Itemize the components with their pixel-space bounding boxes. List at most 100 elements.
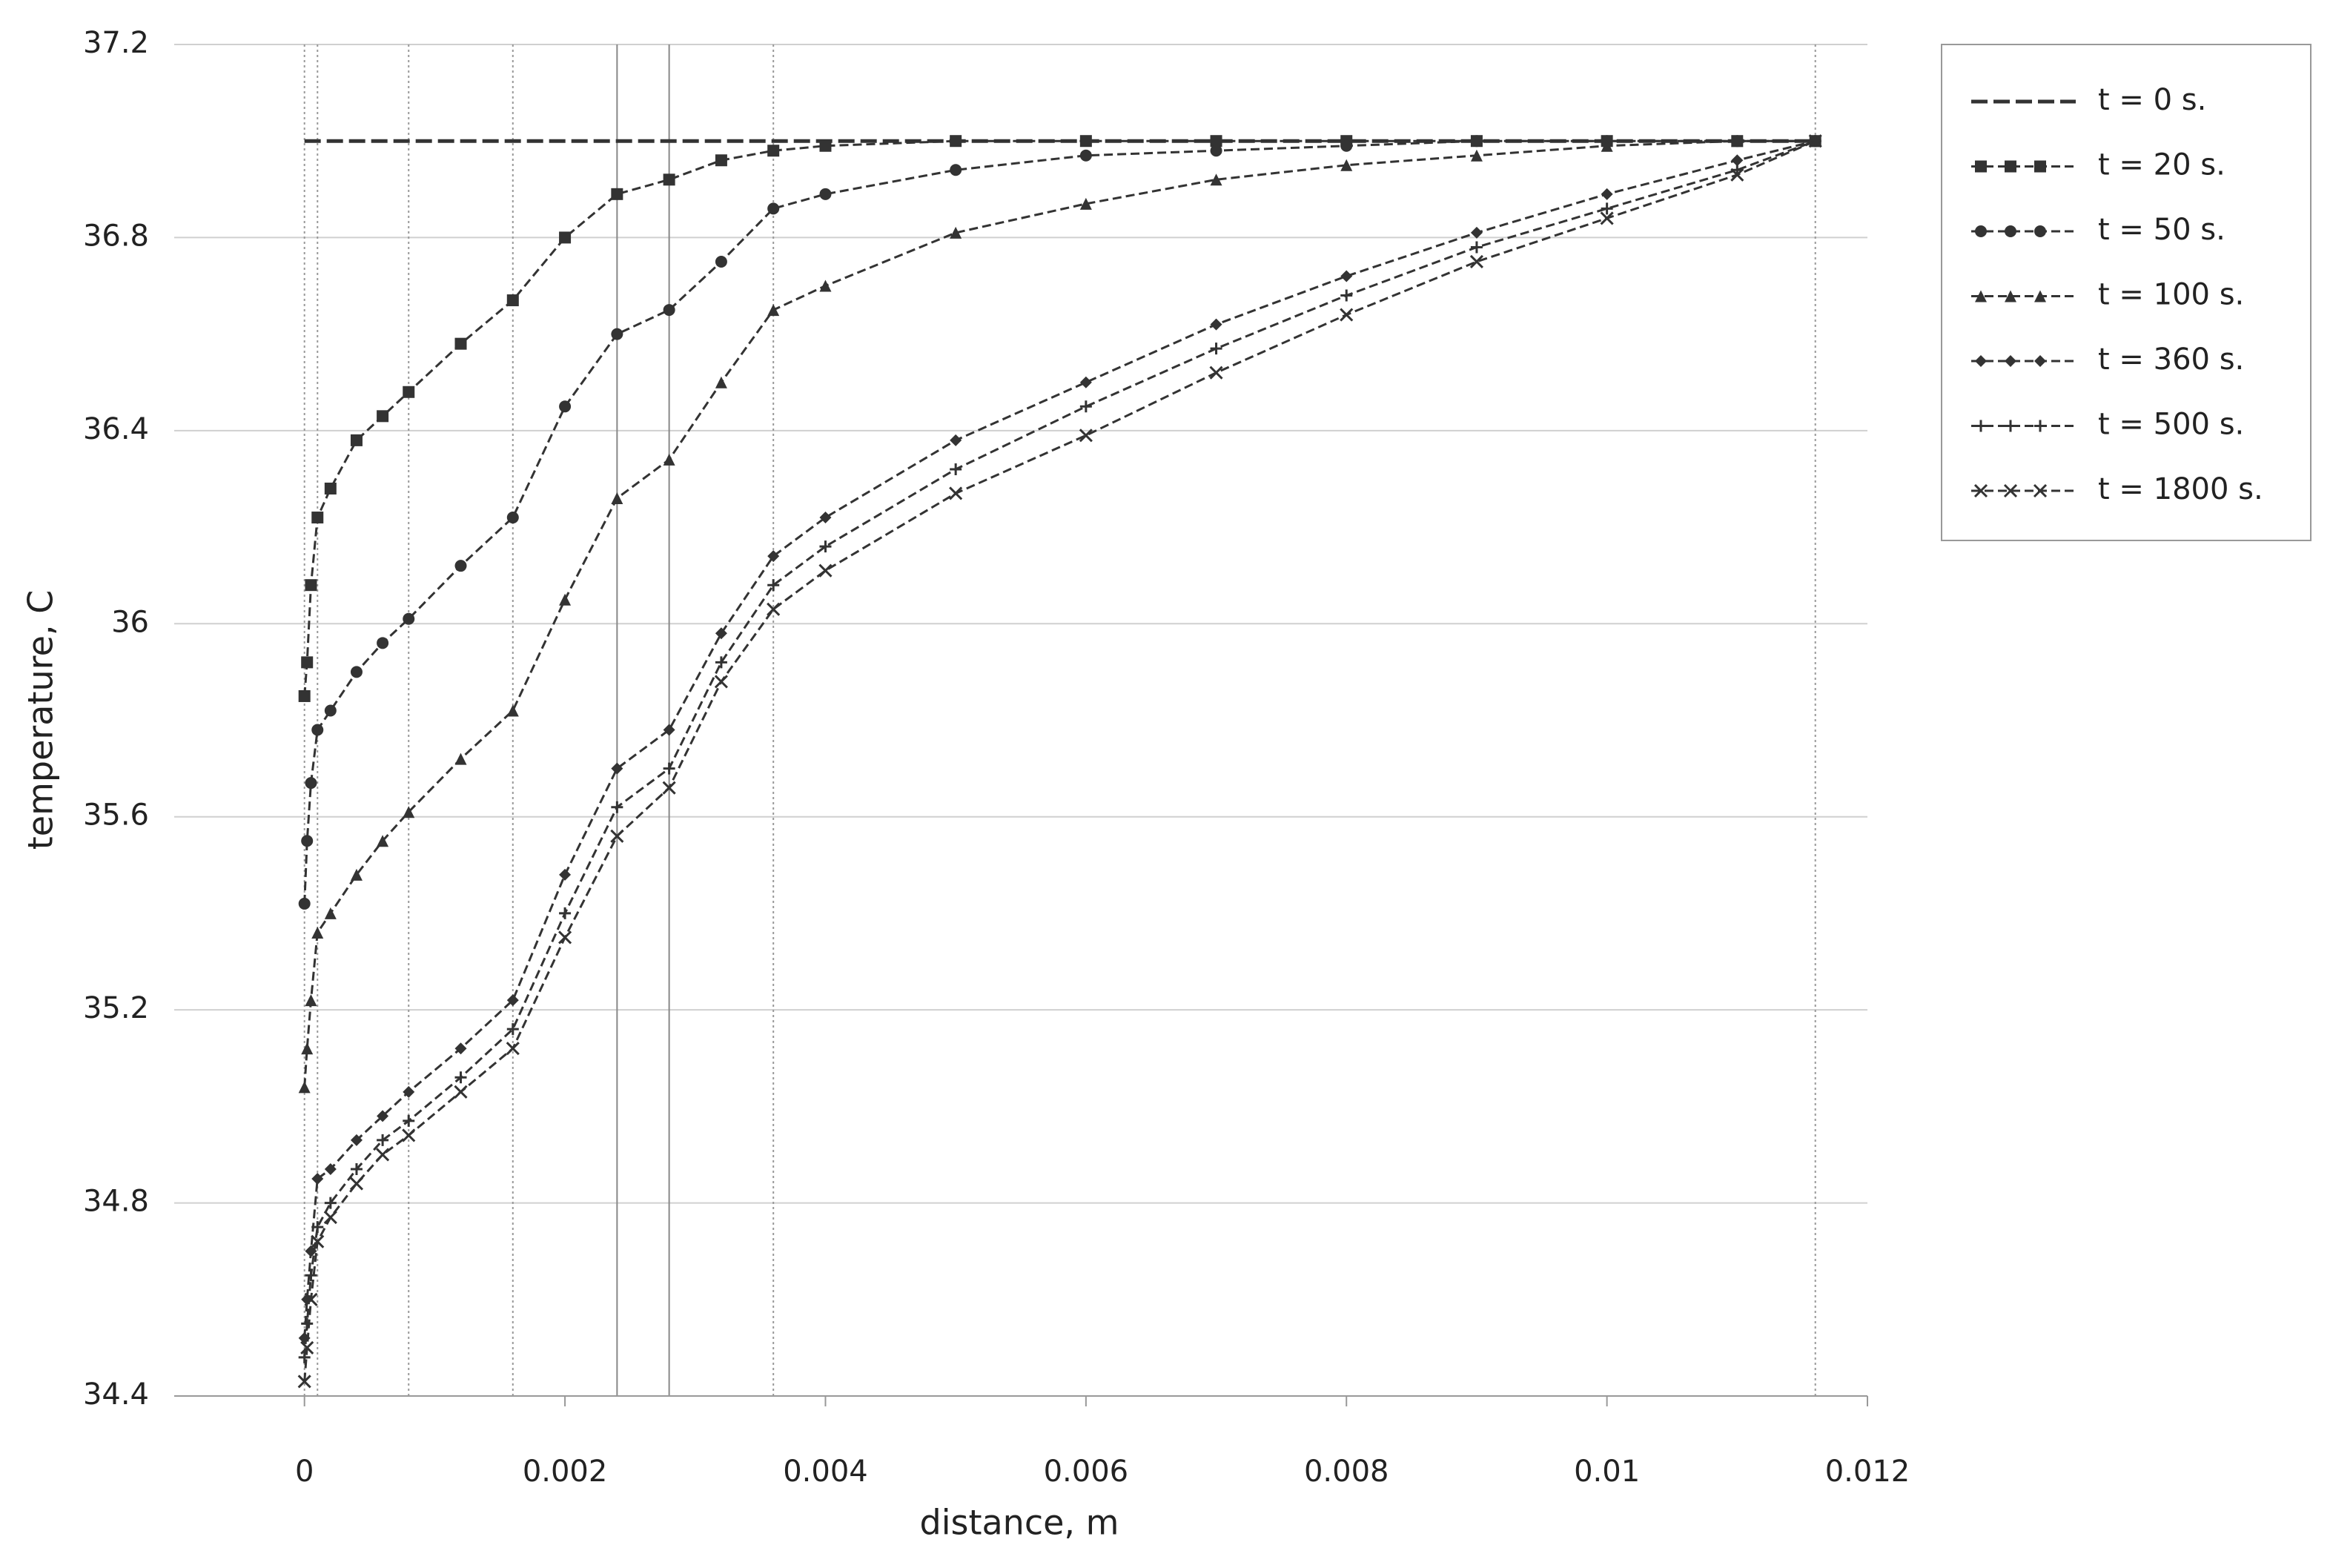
marker	[1975, 355, 1987, 367]
marker	[403, 1085, 415, 1098]
marker	[819, 540, 832, 553]
marker	[377, 835, 389, 847]
x-tick-label: 0	[295, 1455, 314, 1489]
marker	[300, 1340, 314, 1354]
marker	[297, 1375, 311, 1389]
marker	[1210, 173, 1222, 186]
marker	[949, 486, 963, 500]
marker	[715, 656, 727, 669]
marker	[559, 907, 572, 919]
marker	[663, 304, 675, 317]
marker	[663, 453, 675, 466]
marker	[715, 255, 727, 268]
marker	[819, 512, 832, 524]
marker	[1079, 135, 1092, 148]
marker	[402, 1128, 416, 1142]
marker	[1601, 139, 1613, 152]
marker	[611, 492, 623, 505]
marker	[506, 512, 519, 524]
marker	[1210, 135, 1222, 148]
x-tick-label: 0.006	[1044, 1455, 1129, 1489]
marker	[819, 188, 832, 200]
marker	[2034, 160, 2046, 173]
marker	[377, 1110, 389, 1122]
marker	[1079, 400, 1092, 413]
marker	[311, 1221, 324, 1234]
marker	[324, 1162, 337, 1175]
marker	[454, 560, 467, 572]
x-tick-label: 0.01	[1574, 1455, 1640, 1489]
marker	[324, 907, 337, 919]
marker	[1079, 429, 1093, 443]
y-tick-label: 36	[111, 605, 149, 639]
series-line	[303, 139, 1816, 1358]
marker	[950, 434, 962, 446]
marker	[2034, 355, 2046, 367]
marker	[767, 602, 781, 616]
marker	[2005, 290, 2016, 302]
marker	[663, 724, 675, 736]
marker	[298, 1351, 311, 1363]
marker	[558, 930, 572, 945]
marker	[311, 512, 324, 524]
marker	[1600, 211, 1614, 225]
marker	[301, 835, 314, 847]
legend-label: t = 20 s.	[2098, 148, 2226, 182]
y-tick-label: 35.6	[83, 798, 149, 833]
marker	[506, 994, 519, 1007]
marker	[559, 868, 572, 881]
marker	[311, 724, 324, 736]
marker	[301, 1042, 314, 1055]
marker	[376, 1148, 390, 1162]
marker	[403, 612, 415, 625]
y-tick-label: 35.2	[83, 991, 149, 1025]
marker	[1079, 197, 1092, 210]
marker	[610, 829, 624, 843]
marker	[2003, 483, 2018, 498]
marker	[2005, 225, 2016, 237]
marker	[324, 704, 337, 717]
marker	[1975, 420, 1987, 432]
marker	[454, 1042, 467, 1055]
marker	[305, 1269, 317, 1282]
marker	[301, 656, 314, 669]
marker	[506, 704, 519, 717]
marker	[350, 1134, 363, 1146]
series-line	[303, 139, 1816, 1382]
marker	[1340, 270, 1353, 282]
y-tick-label: 36.8	[83, 219, 149, 253]
marker	[715, 376, 727, 388]
marker	[950, 463, 962, 475]
x-axis-title: distance, m	[920, 1503, 1119, 1543]
marker	[611, 801, 623, 813]
marker	[305, 777, 317, 790]
marker	[1079, 149, 1092, 162]
marker	[1340, 289, 1353, 302]
y-tick-label: 34.8	[83, 1185, 149, 1219]
x-tick-label: 0.012	[1825, 1455, 1910, 1489]
marker	[454, 1071, 467, 1084]
marker	[2034, 290, 2046, 302]
legend-label: t = 100 s.	[2098, 278, 2244, 312]
marker	[350, 1163, 363, 1175]
marker	[1340, 308, 1354, 322]
marker	[403, 386, 415, 398]
y-tick-label: 36.4	[83, 412, 149, 446]
marker	[377, 410, 389, 423]
marker	[1340, 139, 1353, 152]
marker	[454, 752, 467, 765]
marker	[1470, 149, 1483, 162]
marker	[377, 637, 389, 649]
marker	[506, 294, 519, 307]
legend-label: t = 1800 s.	[2098, 472, 2263, 506]
marker	[350, 434, 363, 446]
marker	[950, 135, 962, 148]
marker	[1209, 365, 1223, 380]
marker	[323, 1211, 337, 1225]
marker	[1973, 483, 1988, 498]
x-tick-label: 0.008	[1304, 1455, 1389, 1489]
marker	[819, 279, 832, 292]
marker	[350, 868, 363, 881]
y-tick-label: 37.2	[83, 26, 149, 60]
